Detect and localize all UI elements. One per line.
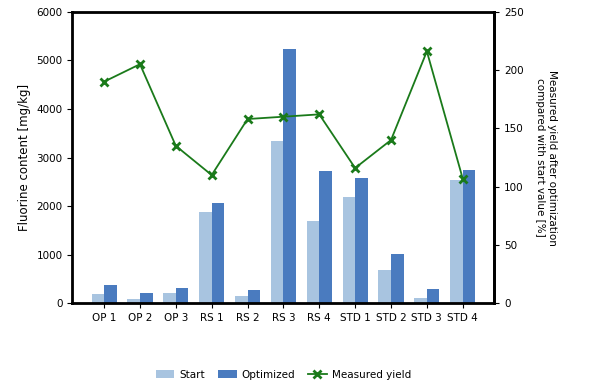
Measured yield xyxy=(315,112,323,117)
Y-axis label: Measured yield after optimization
compared with start value [%]: Measured yield after optimization compar… xyxy=(535,70,557,245)
Bar xyxy=(283,49,296,303)
Bar xyxy=(307,221,319,303)
Bar xyxy=(271,141,283,303)
Legend: Start, Optimized, Measured yield: Start, Optimized, Measured yield xyxy=(151,365,415,384)
Bar xyxy=(163,293,176,303)
Bar xyxy=(176,288,188,303)
Bar xyxy=(235,296,248,303)
Bar xyxy=(104,285,116,303)
Bar xyxy=(463,170,475,303)
Measured yield xyxy=(387,138,394,142)
Bar xyxy=(319,171,332,303)
Measured yield xyxy=(101,79,108,84)
Bar xyxy=(212,203,224,303)
Measured yield xyxy=(244,117,251,121)
Measured yield xyxy=(459,176,466,181)
Measured yield xyxy=(352,166,359,170)
Bar xyxy=(127,299,140,303)
Line: Measured yield: Measured yield xyxy=(100,47,467,183)
Bar xyxy=(379,270,391,303)
Bar xyxy=(248,290,260,303)
Bar xyxy=(391,254,403,303)
Measured yield xyxy=(208,173,215,177)
Bar xyxy=(414,298,427,303)
Measured yield xyxy=(136,62,144,67)
Bar xyxy=(343,198,355,303)
Bar xyxy=(450,180,463,303)
Bar xyxy=(427,289,440,303)
Bar xyxy=(199,212,212,303)
Y-axis label: Fluorine content [mg/kg]: Fluorine content [mg/kg] xyxy=(18,84,31,231)
Bar xyxy=(355,178,368,303)
Bar xyxy=(140,293,153,303)
Measured yield xyxy=(423,49,431,54)
Measured yield xyxy=(280,114,287,119)
Bar xyxy=(92,294,104,303)
Measured yield xyxy=(172,144,180,148)
